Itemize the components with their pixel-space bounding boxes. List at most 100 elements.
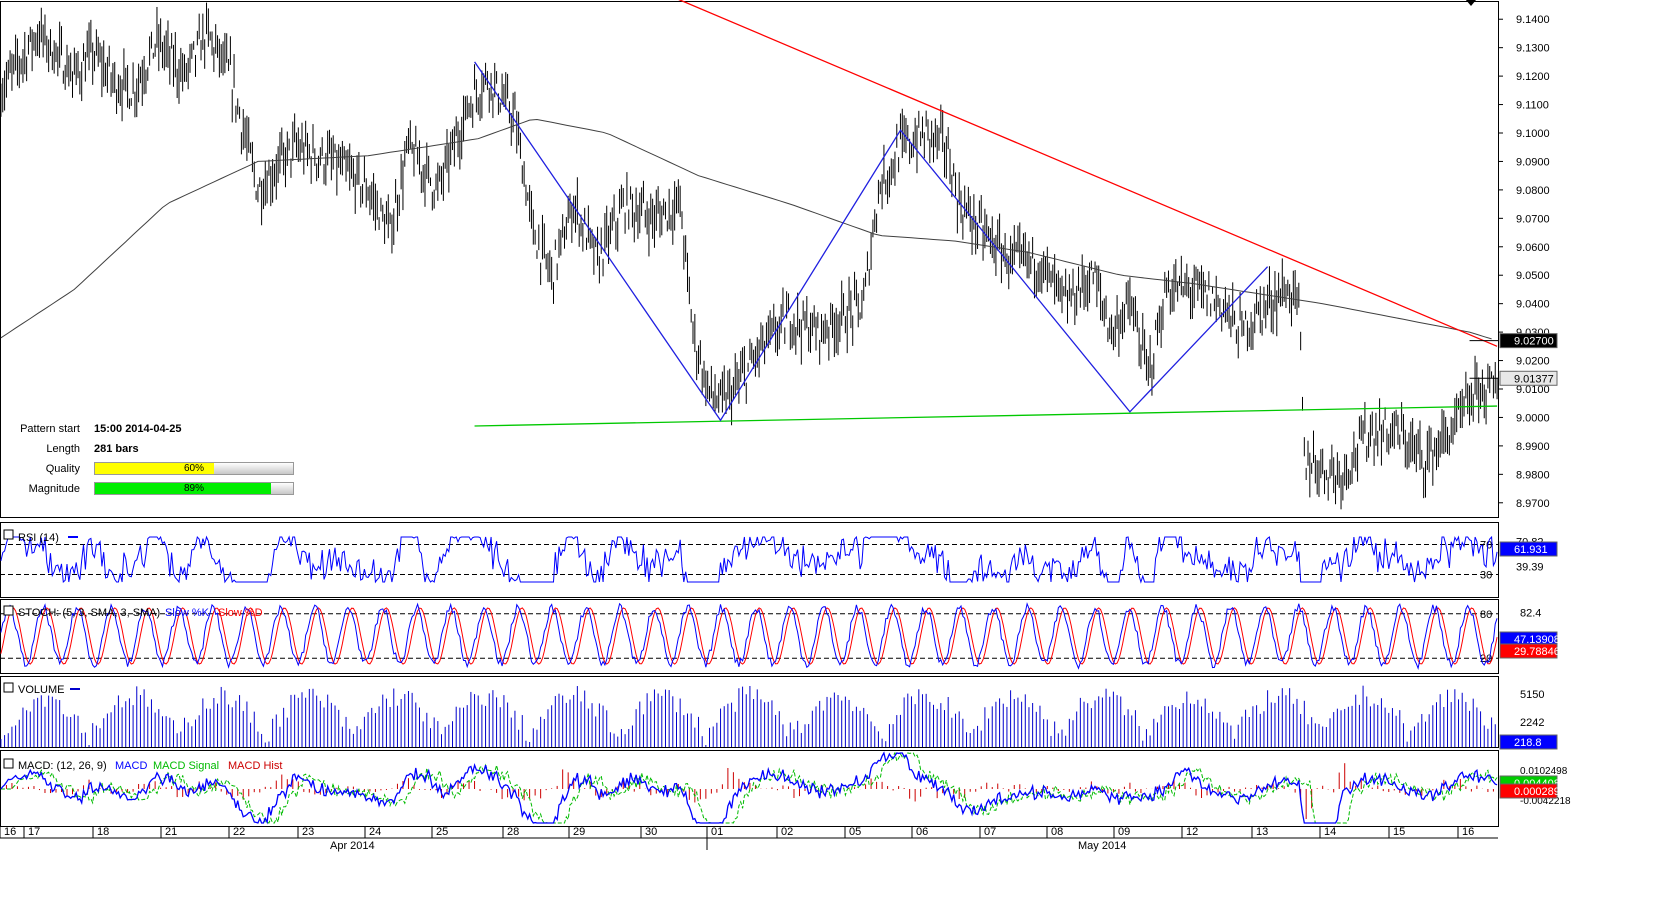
quality-percent: 60% xyxy=(183,463,204,474)
magnitude-row: Magnitude 89% xyxy=(0,480,300,500)
magnitude-bar-fill xyxy=(95,483,272,494)
last-price-label-box xyxy=(1499,333,1558,349)
volume-close-icon xyxy=(3,682,14,693)
stoch-k-line xyxy=(0,602,1498,670)
price-tick-label: 9.1000 xyxy=(1516,128,1550,140)
volume-tick-upper: 5150 xyxy=(1520,689,1544,701)
volume-title: VOLUME xyxy=(18,684,64,696)
price-tick-label: 9.1200 xyxy=(1516,71,1550,83)
stoch-level-80: 80 xyxy=(1480,609,1492,621)
macd-close-icon xyxy=(3,758,14,769)
menu-arrow-icon xyxy=(1466,0,1476,6)
price-tick-label: 9.0600 xyxy=(1516,242,1550,254)
macd-hist-last-label: 0.0002896 xyxy=(1514,786,1566,798)
price-tick-label: 8.9800 xyxy=(1516,469,1550,481)
macd-legend: MACD xyxy=(115,760,147,772)
support-line xyxy=(474,405,1498,427)
macd-tick-upper: 0.0102498 xyxy=(1520,766,1568,777)
length-value: 281 bars xyxy=(94,443,139,455)
macd-tick-lower: -0.0042218 xyxy=(1520,796,1571,807)
magnitude-percent: 89% xyxy=(183,483,204,494)
stoch-d-last-label: 29.78846 xyxy=(1514,646,1560,658)
pane-frame-0 xyxy=(0,1,1499,518)
x-day-label: 30 xyxy=(645,826,657,838)
stoch-d-line xyxy=(0,607,1498,665)
stoch-d-legend: Slow %D xyxy=(218,607,263,619)
x-day-label: 18 xyxy=(97,826,109,838)
rsi-level-30: 30 xyxy=(1480,570,1492,582)
x-day-label: 28 xyxy=(507,826,519,838)
quality-label: Quality xyxy=(45,463,80,475)
x-day-label: 09 xyxy=(1118,826,1130,838)
rsi-line xyxy=(0,535,1498,584)
stoch-tick: 82.4 xyxy=(1520,607,1541,619)
rsi-last-label-box xyxy=(1499,541,1558,557)
price-tick-label: 9.0900 xyxy=(1516,156,1550,168)
x-day-label: 15 xyxy=(1393,826,1405,838)
pattern-info-box: Pattern start 15:00 2014-04-25 Length 28… xyxy=(0,420,300,500)
pattern-start-label: Pattern start xyxy=(20,423,80,435)
x-day-label: 13 xyxy=(1256,826,1268,838)
price-tick-label: 9.1300 xyxy=(1516,43,1550,55)
x-day-label: 02 xyxy=(781,826,793,838)
macd-hist-legend: MACD Hist xyxy=(228,760,282,772)
macd-hist-last-label-box xyxy=(1499,783,1558,799)
x-month-label-apr: Apr 2014 xyxy=(330,840,375,852)
macd-signal-line xyxy=(0,751,1498,824)
macd-title: MACD: (12, 26, 9) xyxy=(18,760,107,772)
stoch-title: STOCH: (5, 3, SMA, 3, SMA) xyxy=(18,607,160,619)
rsi-tick-lower: 39.39 xyxy=(1516,562,1544,574)
quality-row: Quality 60% xyxy=(0,460,300,480)
last-price-label: 9.02700 xyxy=(1514,336,1554,348)
quality-bar-fill xyxy=(95,463,214,474)
price-tick-label: 9.0500 xyxy=(1516,270,1550,282)
x-day-label: 17 xyxy=(28,826,40,838)
moving-average-line xyxy=(0,118,1492,340)
pattern-start-value: 15:00 2014-04-25 xyxy=(94,423,182,435)
quality-bar: 60% xyxy=(94,462,294,475)
x-day-label: 25 xyxy=(436,826,448,838)
x-day-label: 22 xyxy=(233,826,245,838)
resistance-line xyxy=(678,0,1498,347)
stoch-d-last-label-box xyxy=(1499,643,1558,659)
close-price-label: 9.01377 xyxy=(1514,373,1554,385)
pattern-start-row: Pattern start 15:00 2014-04-25 xyxy=(0,420,300,440)
price-tick-label: 9.0400 xyxy=(1516,299,1550,311)
x-day-label: 12 xyxy=(1186,826,1198,838)
x-day-label: 06 xyxy=(916,826,928,838)
magnitude-label: Magnitude xyxy=(28,483,80,495)
price-tick-label: 8.9900 xyxy=(1516,441,1550,453)
pane-frame-1 xyxy=(0,522,1499,598)
macd-line xyxy=(0,751,1498,825)
pattern-zigzag-line xyxy=(474,61,1269,422)
x-day-label: 01 xyxy=(711,826,723,838)
length-row: Length 281 bars xyxy=(0,440,300,460)
price-tick-label: 9.1100 xyxy=(1516,100,1549,112)
x-day-label: 23 xyxy=(302,826,314,838)
magnitude-bar: 89% xyxy=(94,482,294,495)
x-day-label: 16 xyxy=(1462,826,1474,838)
x-month-label-may: May 2014 xyxy=(1078,840,1126,852)
rsi-last-label: 61.931 xyxy=(1514,544,1548,556)
x-day-label: 24 xyxy=(369,826,381,838)
x-day-label: 07 xyxy=(984,826,996,838)
stoch-k-legend: Slow %K xyxy=(165,607,210,619)
price-tick-label: 9.0700 xyxy=(1516,213,1550,225)
x-day-label: 21 xyxy=(165,826,177,838)
volume-last-label-box xyxy=(1499,734,1558,750)
pane-frame-3 xyxy=(0,676,1499,748)
volume-last-label: 218.8 xyxy=(1514,737,1542,749)
pane-frame-2 xyxy=(0,599,1499,674)
rsi-close-icon xyxy=(3,529,14,540)
price-tick-label: 9.0100 xyxy=(1516,384,1550,396)
x-day-label: 14 xyxy=(1324,826,1336,838)
stoch-close-icon xyxy=(3,605,14,616)
price-tick-label: 9.1400 xyxy=(1516,14,1550,26)
close-price-label-box xyxy=(1499,370,1558,386)
volume-tick-lower: 2242 xyxy=(1520,717,1544,729)
x-day-label: 29 xyxy=(573,826,585,838)
price-tick-label: 9.0800 xyxy=(1516,185,1550,197)
x-day-label: 05 xyxy=(849,826,861,838)
x-day-label: 16 xyxy=(4,826,16,838)
